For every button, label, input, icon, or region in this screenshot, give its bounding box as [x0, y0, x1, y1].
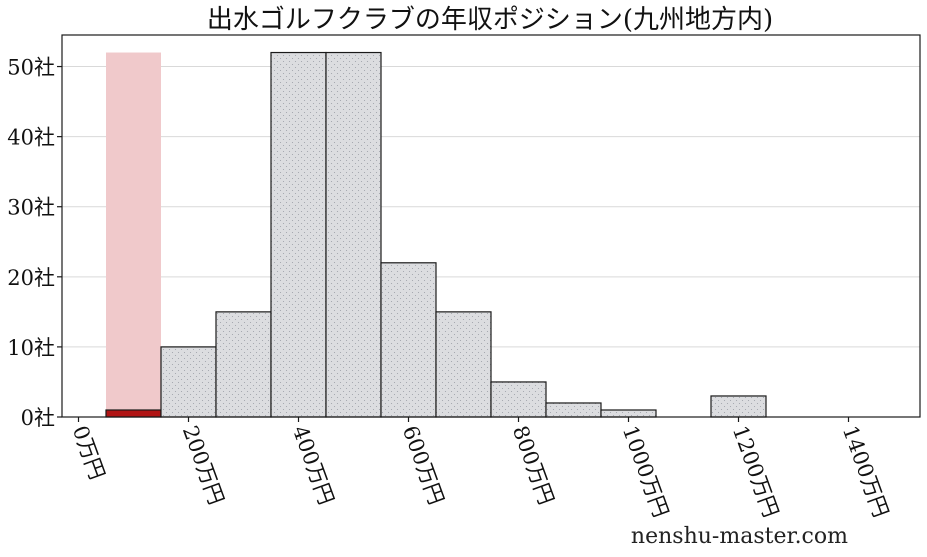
highlight-band: [106, 52, 161, 417]
x-tick-label: 1200万円: [728, 423, 783, 521]
histogram-bar: [215, 311, 272, 418]
grid-lines: [62, 66, 920, 348]
x-tick-label: 400万円: [288, 423, 339, 508]
y-tick-label: 0社: [21, 406, 55, 430]
x-tick-label: 600万円: [398, 423, 449, 508]
x-tick-label: 200万円: [178, 423, 229, 508]
x-tick-label: 1400万円: [838, 423, 893, 521]
y-tick-label: 30社: [7, 196, 55, 220]
y-axis: 0社 10社 20社 30社 40社 50社: [7, 56, 62, 430]
histogram-bar: [380, 262, 437, 418]
histogram-bar: [545, 402, 602, 418]
x-tick-label: 800万円: [508, 423, 559, 508]
bars: [105, 51, 767, 418]
histogram-bar: [325, 51, 382, 418]
x-tick-label: 1000万円: [618, 423, 673, 521]
y-tick-label: 10社: [7, 336, 55, 360]
x-tick-label: 0万円: [68, 423, 109, 483]
histogram-bar: [270, 51, 327, 418]
watermark: nenshu-master.com: [631, 524, 848, 549]
histogram-bar: [435, 311, 492, 418]
histogram-bar: [600, 409, 657, 418]
histogram-bar: [160, 346, 217, 418]
histogram-bar: [710, 395, 767, 418]
x-axis: 0万円 200万円 400万円 600万円 800万円 1000万円 1200万円 1400万…: [68, 417, 893, 520]
y-tick-label: 40社: [7, 126, 55, 150]
highlight-bar: [105, 409, 162, 418]
histogram-bar: [490, 381, 547, 418]
y-tick-label: 20社: [7, 266, 55, 290]
chart-title: 出水ゴルフクラブの年収ポジション(九州地方内): [207, 5, 773, 35]
plot-frame: [61, 34, 921, 418]
y-tick-label: 50社: [7, 56, 55, 80]
